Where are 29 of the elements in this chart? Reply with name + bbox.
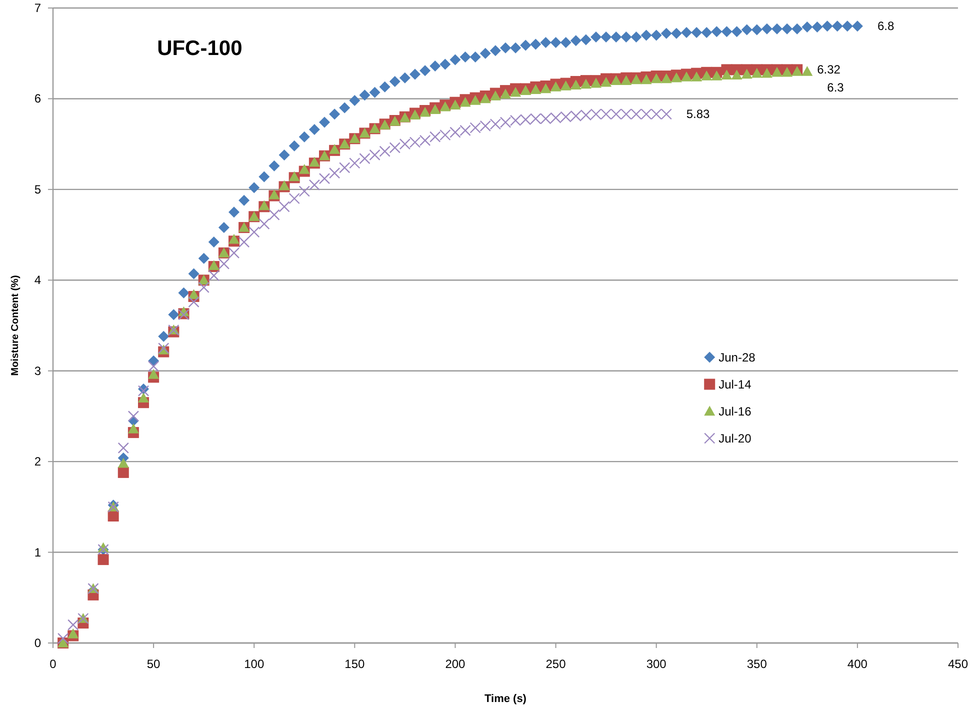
y-tick-label: 6 [34,92,42,106]
y-tick-label: 5 [34,182,42,196]
x-tick-label: 150 [344,657,365,671]
legend-label: Jul-16 [718,404,752,418]
y-tick-label: 4 [34,273,42,288]
annotation: 6.32 [817,62,841,77]
annotation: 6.3 [827,80,844,95]
x-tick-label: 0 [50,657,57,671]
y-tick-label: 1 [34,545,42,560]
x-tick-label: 350 [746,657,768,671]
x-tick-label: 50 [146,657,161,671]
annotation: 5.83 [686,107,710,122]
legend-label: Jul-20 [718,431,752,446]
text: UFC-100 [157,37,242,60]
x-tick-label: 300 [646,657,667,671]
x-tick-label: 200 [445,657,466,671]
y-tick-label: 2 [34,454,42,469]
x-tick-label: 400 [847,657,868,671]
annotation: 6.8 [877,19,894,34]
y-tick-label: 3 [34,364,42,378]
legend-label: Jun-28 [718,350,756,364]
x-tick-label: 250 [546,657,566,671]
y-tick-label: 7 [34,1,42,15]
y-tick-label: 0 [34,636,42,650]
x-axis-title: Time (s) [484,693,527,705]
legend-label: Jul-14 [718,377,752,392]
y-axis-title: Moisture Content (%) [10,275,21,376]
x-tick-label: 100 [244,657,264,671]
x-tick-label: 450 [948,657,968,671]
